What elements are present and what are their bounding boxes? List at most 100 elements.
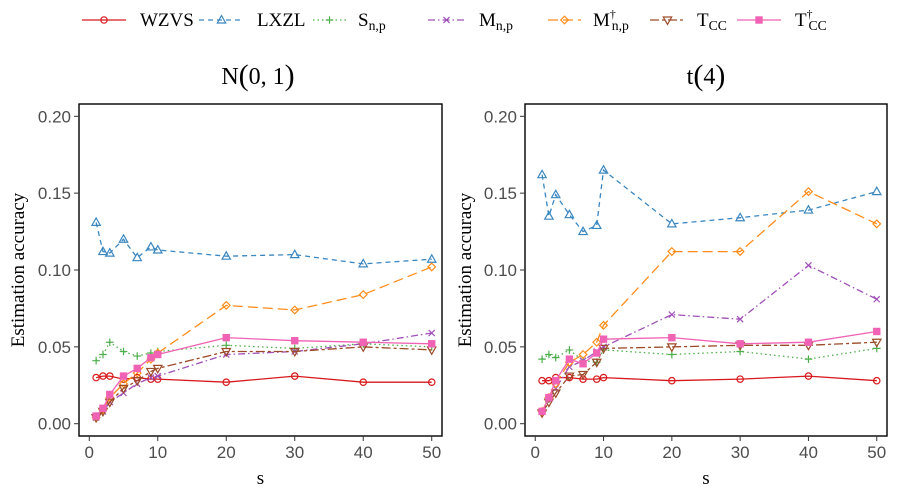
data-point — [579, 360, 587, 368]
data-point — [289, 347, 300, 358]
data-point — [289, 249, 300, 259]
x-tick-label: 50 — [867, 443, 886, 462]
data-point — [359, 378, 368, 387]
series-line — [541, 190, 878, 412]
data-point — [668, 376, 676, 385]
y-tick-label: 0.10 — [38, 261, 71, 280]
data-point — [119, 372, 128, 380]
data-point — [565, 346, 574, 354]
legend-marker — [443, 16, 450, 24]
x-tick-label: 0 — [531, 443, 540, 462]
data-point — [736, 315, 744, 323]
data-point — [599, 335, 608, 343]
y-tick-label: 0.05 — [38, 338, 71, 357]
data-point — [145, 367, 157, 378]
data-point — [565, 355, 574, 363]
x-tick-label: 30 — [731, 443, 750, 462]
series-line — [541, 168, 877, 233]
data-point — [106, 372, 114, 380]
legend-marker — [755, 16, 763, 24]
data-point — [804, 261, 812, 269]
data-point — [106, 390, 114, 399]
data-point — [131, 252, 143, 262]
data-point — [599, 373, 608, 382]
data-point — [118, 233, 129, 243]
series-line — [541, 341, 877, 414]
x-axis-label: s — [702, 468, 709, 489]
data-point — [133, 352, 142, 360]
legend-marker — [325, 16, 334, 24]
data-point — [358, 258, 369, 268]
x-tick-label: 10 — [594, 443, 613, 462]
series-t-cc — [90, 343, 437, 424]
data-point — [551, 353, 560, 362]
data-point — [734, 212, 746, 222]
x-tick-label: 0 — [85, 443, 94, 462]
data-point — [579, 375, 587, 383]
data-point — [873, 295, 881, 303]
data-point — [154, 372, 162, 380]
legend-label: Mn,p — [479, 10, 513, 33]
data-point — [804, 338, 813, 346]
y-tick-label: 0.05 — [484, 338, 517, 357]
legend-label: TCC — [697, 10, 727, 33]
data-point — [873, 327, 881, 336]
data-point — [591, 358, 602, 368]
series-line — [95, 222, 432, 265]
data-point — [872, 219, 882, 229]
data-point — [152, 244, 163, 254]
y-tick-label: 0.15 — [484, 184, 517, 203]
data-point — [97, 245, 109, 256]
x-tick-label: 20 — [662, 443, 681, 462]
data-point — [104, 398, 116, 408]
x-tick-label: 40 — [799, 443, 818, 462]
data-point — [222, 378, 231, 387]
legend-item-t-dagger-cc: T† CC — [737, 8, 827, 33]
data-point — [578, 349, 588, 360]
data-point — [593, 349, 601, 357]
data-point — [291, 337, 299, 345]
data-point — [538, 407, 546, 416]
series-wzvs — [92, 372, 436, 387]
y-tick-label: 0.10 — [484, 261, 517, 280]
data-point — [104, 247, 116, 257]
data-point — [804, 372, 813, 380]
data-point — [803, 186, 814, 197]
data-point — [221, 300, 231, 311]
y-axis-label: Estimation accuracy — [455, 192, 476, 347]
data-point — [131, 377, 143, 387]
data-point — [426, 253, 437, 263]
series-t-dagger-cc — [92, 333, 436, 420]
legend-label: M† n,p — [593, 8, 629, 33]
data-point — [736, 340, 744, 348]
data-point — [99, 404, 107, 413]
data-point — [668, 311, 676, 319]
x-tick-label: 30 — [285, 443, 304, 462]
data-point — [592, 337, 602, 347]
data-point — [666, 218, 678, 228]
data-point — [221, 347, 232, 358]
x-tick-label: 10 — [148, 443, 167, 462]
series-line — [542, 375, 877, 382]
data-point — [552, 376, 560, 385]
data-point — [872, 376, 881, 385]
series-line — [95, 336, 432, 417]
legend-item-lxzl: LXZL — [199, 10, 306, 31]
plot-frame — [524, 103, 888, 437]
series-t-cc — [536, 338, 882, 419]
data-point — [871, 338, 882, 348]
panel-normal: N(0, 1) 0.00 0.05 0.10 0.15 0.20 0 10 20 30 40 50 s E… — [8, 59, 443, 489]
legend-item-wzvs: WZVS — [82, 10, 194, 31]
series-wzvs — [538, 372, 881, 385]
data-point — [564, 209, 575, 219]
data-point — [427, 378, 436, 387]
data-point — [577, 225, 589, 236]
data-point — [147, 374, 155, 382]
data-point — [359, 338, 367, 346]
x-tick-label: 50 — [422, 443, 441, 462]
legend-item-m-dagger-np: M† n,p — [548, 8, 629, 33]
data-point — [222, 341, 231, 350]
data-point — [221, 250, 232, 260]
data-point — [550, 189, 561, 199]
panel-t4: t(4) 0.00 0.05 0.10 0.15 0.20 0 10 20 30 40 50 s Esti… — [455, 59, 888, 489]
